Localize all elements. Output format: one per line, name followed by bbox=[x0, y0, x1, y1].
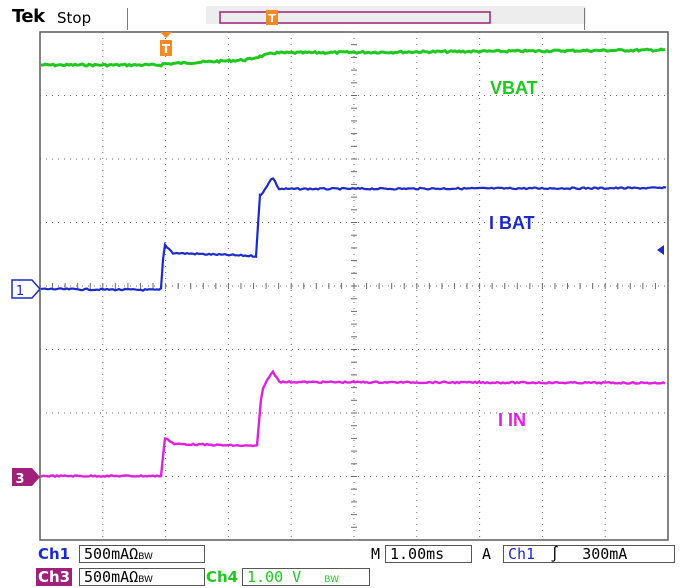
svg-text:3: 3 bbox=[15, 472, 24, 487]
ch4-label[interactable]: Ch4 bbox=[206, 568, 239, 586]
ch1-ground-marker[interactable]: 1 bbox=[11, 279, 42, 299]
acquisition-state[interactable]: Stop bbox=[57, 9, 92, 27]
record-window-bracket bbox=[219, 11, 491, 24]
brand-logo: Tek bbox=[12, 6, 45, 27]
trigger-position-marker[interactable]: T bbox=[160, 32, 172, 56]
ibat-trace bbox=[40, 177, 667, 292]
record-length-bar bbox=[206, 6, 586, 24]
timebase-readout[interactable]: 1.00ms bbox=[385, 545, 472, 563]
trigger-level-arrow bbox=[657, 245, 664, 255]
ch1-label[interactable]: Ch1 bbox=[38, 545, 71, 563]
iin-label: I IN bbox=[498, 410, 526, 430]
svg-text:1: 1 bbox=[16, 284, 24, 299]
record-trigger-marker[interactable]: T bbox=[266, 10, 278, 25]
ch3-label[interactable]: Ch3 bbox=[36, 568, 73, 586]
ch3-ground-marker[interactable]: 3 bbox=[12, 468, 40, 487]
trigger-mode-prefix: A bbox=[482, 545, 492, 563]
svg-text:T: T bbox=[268, 12, 276, 25]
ibat-label: I BAT bbox=[489, 213, 535, 233]
trigger-readout[interactable]: Ch1 ∫ 300mA bbox=[503, 545, 675, 563]
graticule-grid bbox=[39, 31, 669, 541]
iin-trace bbox=[40, 369, 666, 479]
ch3-scale[interactable]: 500mAΩBW bbox=[79, 568, 205, 586]
ch4-scale[interactable]: 1.00 V BW bbox=[242, 568, 370, 586]
ch1-scale[interactable]: 500mAΩBW bbox=[79, 545, 205, 563]
vbat-label: VBAT bbox=[490, 78, 538, 98]
timebase-prefix: M bbox=[371, 545, 381, 563]
svg-text:T: T bbox=[162, 42, 171, 56]
vbat-trace bbox=[40, 47, 666, 68]
header-divider bbox=[584, 8, 585, 30]
header-divider bbox=[127, 8, 128, 30]
